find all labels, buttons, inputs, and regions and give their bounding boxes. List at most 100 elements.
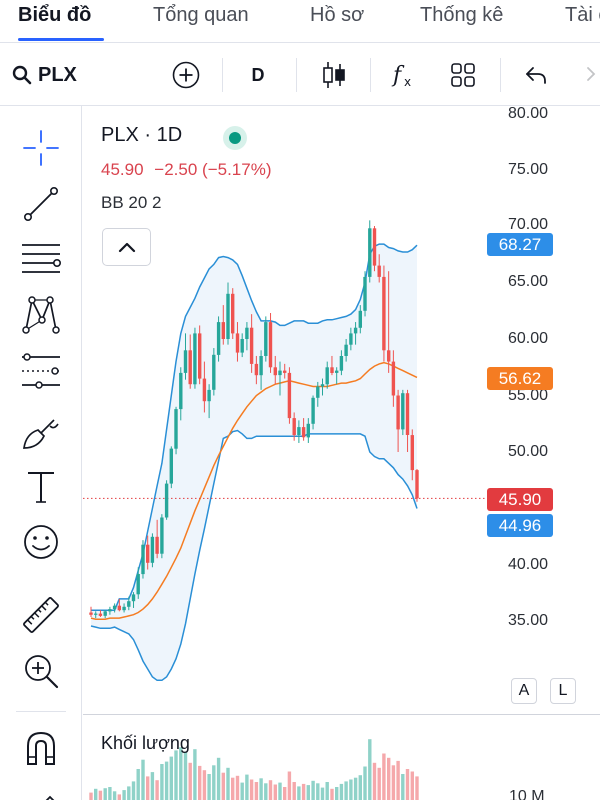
- trendline-icon: [21, 184, 61, 224]
- price-axis[interactable]: 80.00 75.00 70.00 65.00 60.00 55.00 50.0…: [83, 105, 600, 706]
- text-icon: [24, 468, 58, 506]
- candle: [221, 305, 225, 345]
- candle-body: [316, 386, 320, 398]
- volume-bar: [164, 761, 169, 800]
- undo-button[interactable]: [514, 44, 558, 106]
- candle-body: [273, 367, 277, 376]
- redo-button[interactable]: [576, 44, 600, 106]
- candle-body: [339, 356, 344, 371]
- brush-tool[interactable]: [14, 408, 68, 456]
- candle-body: [127, 601, 131, 607]
- volume-bar: [94, 788, 98, 800]
- candle: [268, 313, 273, 373]
- volume-bar: [349, 779, 353, 800]
- volume-bar: [98, 790, 103, 800]
- tab-profile[interactable]: Hồ sơ: [310, 4, 365, 26]
- candle-body: [179, 372, 183, 410]
- bb-basis-line: [90, 361, 418, 620]
- fib-retracement-tool[interactable]: [14, 235, 68, 283]
- chart-pane[interactable]: PLX · 1D 45.90 −2.50 (−5.17%) BB 20 2 80…: [83, 105, 600, 800]
- basis-tag: 56.62: [487, 367, 553, 390]
- volume-pane-divider[interactable]: [83, 714, 600, 715]
- candle: [183, 333, 188, 380]
- tab-statistics[interactable]: Thống kê: [420, 4, 504, 26]
- price-chart[interactable]: [83, 106, 600, 800]
- candle: [391, 350, 396, 407]
- candle-body: [292, 418, 296, 435]
- ruler-icon: [20, 594, 62, 636]
- volume-bar: [221, 772, 225, 800]
- volume-bar: [344, 781, 348, 800]
- text-tool[interactable]: [14, 463, 68, 511]
- candle: [410, 429, 414, 481]
- auto-scale-button[interactable]: A: [511, 678, 537, 704]
- trendline-tool[interactable]: [14, 180, 68, 228]
- candle-body: [188, 350, 192, 385]
- brush-icon: [20, 412, 62, 452]
- candle-body: [396, 395, 400, 430]
- chart-type-button[interactable]: [312, 44, 356, 106]
- volume-bars: [89, 739, 419, 800]
- volume-bar: [131, 781, 136, 800]
- legend-collapse-button[interactable]: [102, 228, 151, 266]
- volume-bar: [174, 750, 178, 800]
- fib-retracement-icon: [19, 239, 63, 279]
- ruler-tool[interactable]: [14, 591, 68, 639]
- volume-bar: [283, 787, 287, 800]
- volume-bar: [112, 791, 117, 800]
- volume-bar: [405, 769, 410, 800]
- layouts-icon: [449, 61, 477, 89]
- tab-chart[interactable]: Biểu đồ: [18, 4, 92, 26]
- candle-body: [183, 350, 188, 373]
- volume-bar: [136, 769, 140, 800]
- volume-bar: [387, 757, 391, 800]
- tab-bar-divider: [0, 42, 600, 43]
- active-tab-indicator: [18, 38, 104, 41]
- volume-bar: [358, 775, 362, 800]
- volume-bar: [141, 759, 145, 800]
- volume-bar: [169, 756, 173, 800]
- candle: [316, 381, 320, 407]
- volume-bar: [231, 777, 235, 800]
- volume-bar: [249, 779, 254, 800]
- candle-body: [335, 370, 339, 373]
- tab-overview[interactable]: Tổng quan: [153, 4, 249, 26]
- candle: [264, 316, 268, 362]
- pattern-tool[interactable]: [14, 291, 68, 339]
- candle-body: [174, 409, 178, 449]
- candle-body: [377, 265, 381, 277]
- eraser-tool[interactable]: [14, 778, 68, 800]
- candle-body: [382, 276, 386, 351]
- volume-title[interactable]: Khối lượng: [101, 733, 190, 753]
- log-scale-button[interactable]: L: [550, 678, 576, 704]
- crosshair-tool[interactable]: [14, 124, 68, 172]
- prediction-tool[interactable]: [14, 347, 68, 395]
- legend-symbol[interactable]: PLX · 1D: [101, 124, 183, 146]
- candle: [415, 468, 419, 502]
- candle: [235, 322, 240, 362]
- candle: [117, 598, 121, 612]
- interval-button[interactable]: D: [236, 44, 280, 106]
- candle-body: [391, 361, 396, 396]
- candle-body: [164, 483, 169, 518]
- price-axis-label: 80.00: [507, 105, 548, 122]
- layouts-button[interactable]: [441, 44, 485, 106]
- candle: [368, 220, 372, 283]
- emoji-tool[interactable]: [14, 518, 68, 566]
- price-axis-label: 65.00: [507, 273, 548, 290]
- candle: [198, 325, 202, 385]
- candle: [306, 418, 310, 443]
- candle: [202, 361, 207, 413]
- symbol-search[interactable]: PLX: [12, 44, 122, 106]
- indicator-legend[interactable]: BB 20 2: [101, 193, 162, 212]
- zoom-in-tool[interactable]: [14, 647, 68, 695]
- candle-body: [259, 356, 263, 376]
- bb-lower-line: [90, 429, 418, 682]
- magnet-tool[interactable]: [14, 724, 68, 772]
- candle-body: [198, 333, 202, 379]
- tab-finance[interactable]: Tài c: [565, 4, 600, 26]
- add-compare-button[interactable]: [164, 44, 208, 106]
- candle-body: [283, 370, 287, 373]
- candle: [98, 610, 103, 617]
